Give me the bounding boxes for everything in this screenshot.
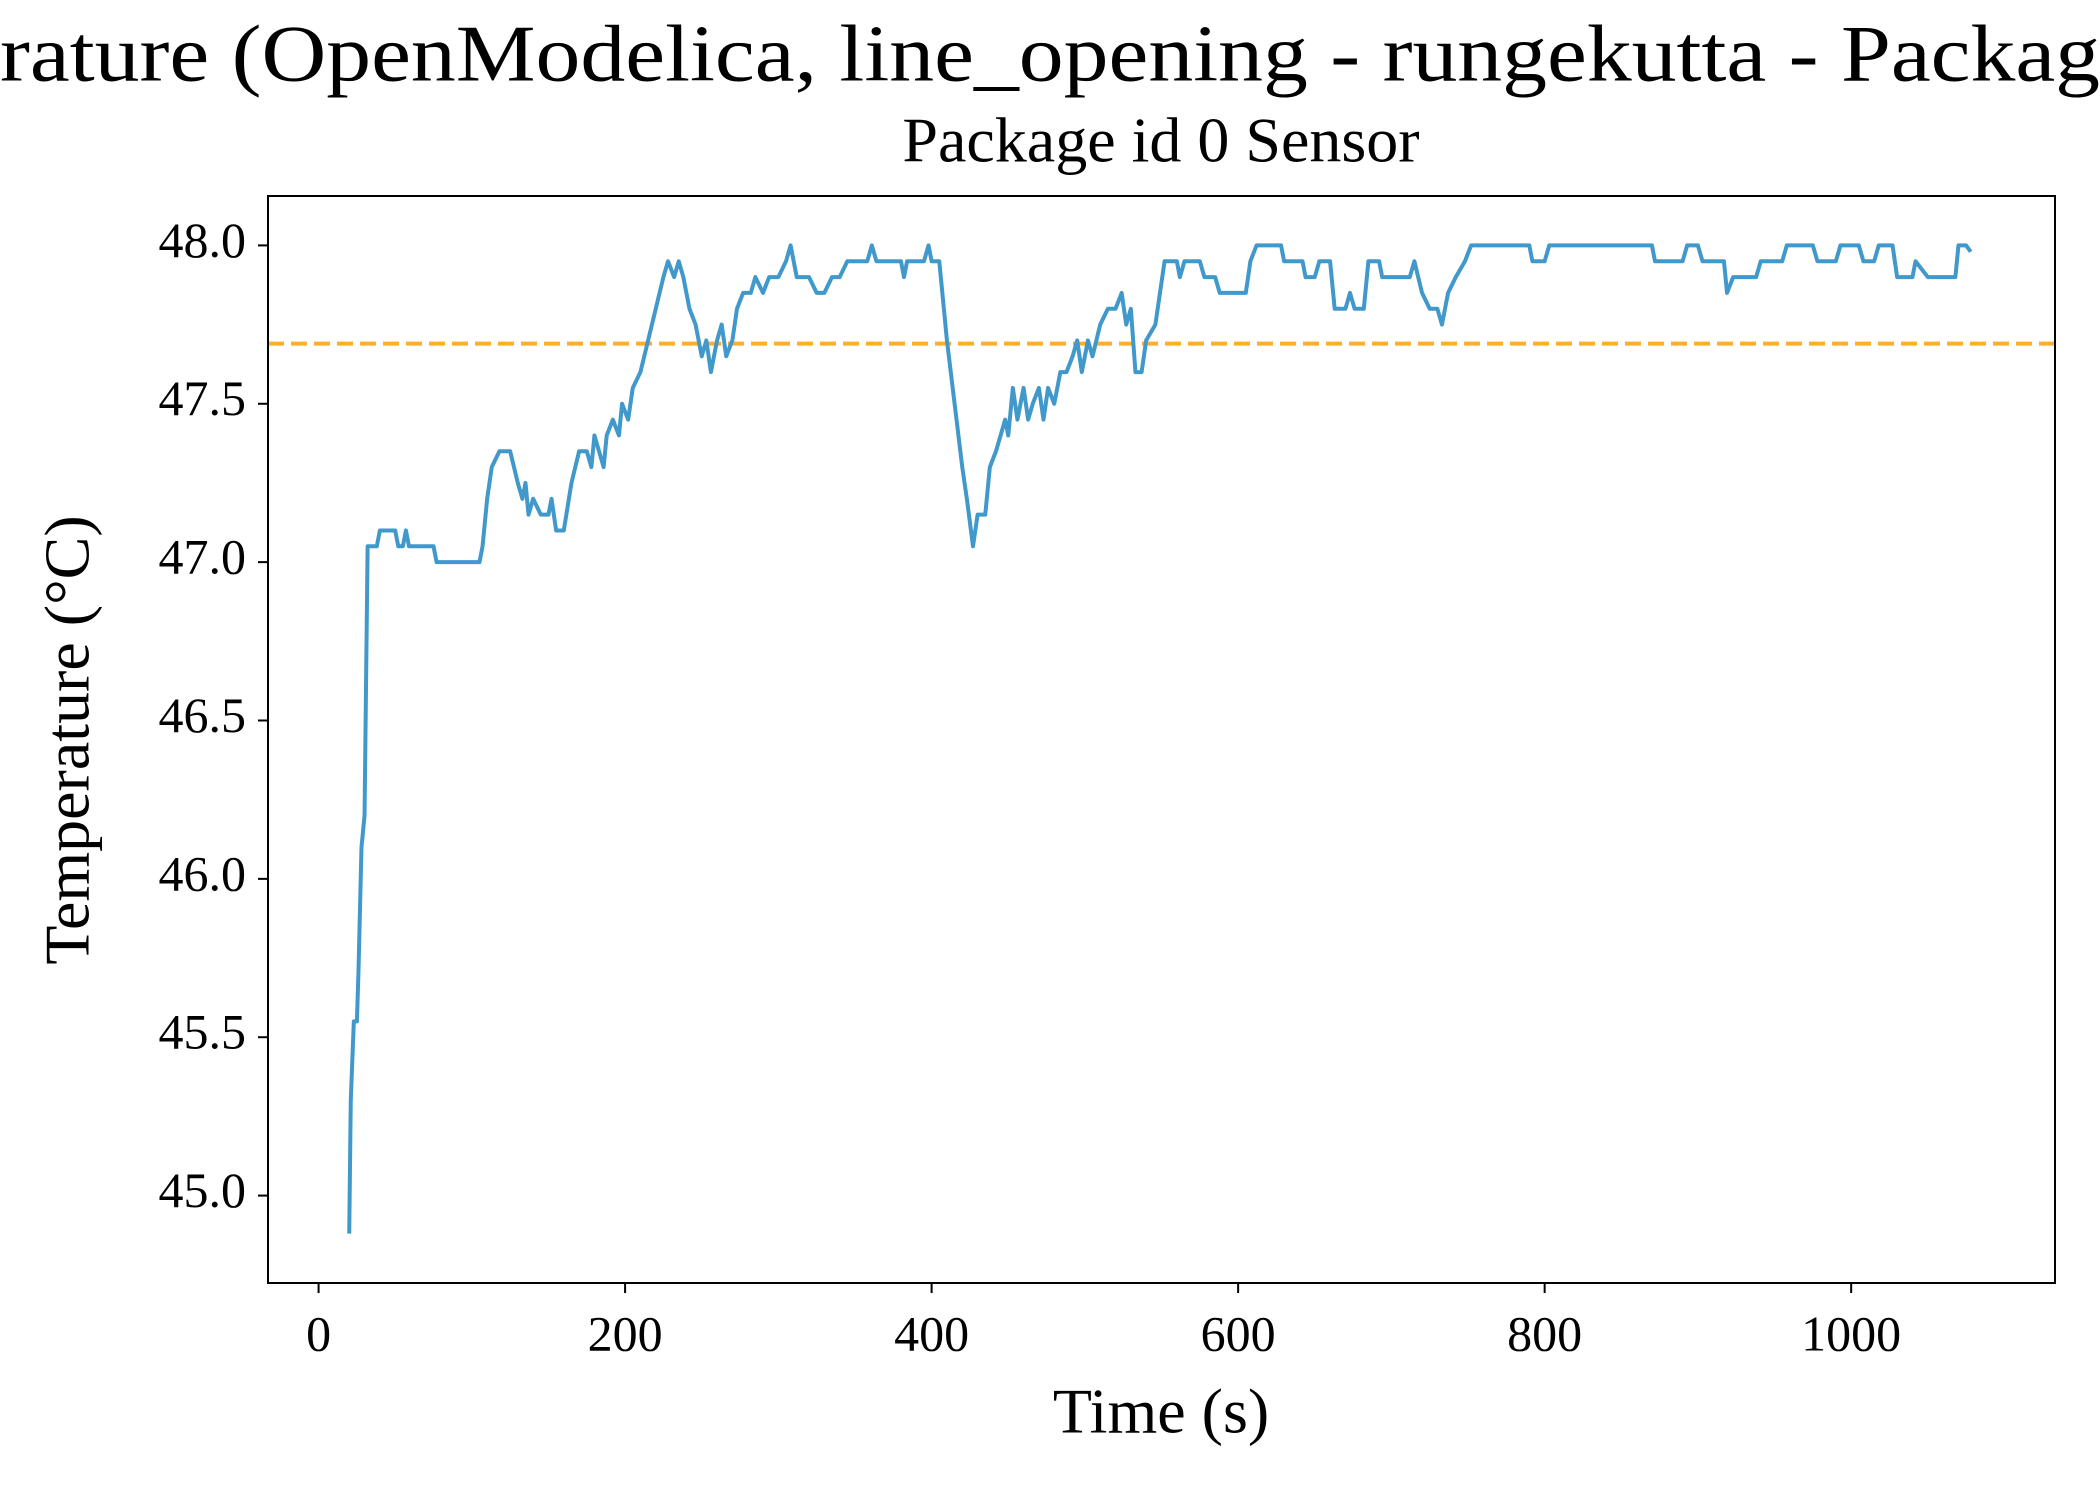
plot-frame (267, 195, 2056, 1284)
x-tick-label: 600 (1201, 1305, 1276, 1361)
x-tick-label: 1000 (1801, 1305, 1901, 1361)
y-tick-label: 45.0 (159, 1162, 247, 1218)
x-tick-label: 400 (894, 1305, 969, 1361)
y-tick-label: 47.0 (159, 529, 247, 585)
chart-subtitle: Package id 0 Sensor (902, 105, 1419, 176)
y-tick-label: 46.5 (159, 687, 247, 743)
x-tick-label: 800 (1507, 1305, 1582, 1361)
series-line (347, 243, 1973, 1234)
y-axis-label: Temperature (°C) (32, 515, 103, 964)
x-axis-label: Time (s) (1053, 1376, 1269, 1447)
chart-title: rature (OpenModelica, line_opening - run… (0, 10, 2100, 98)
x-tick-label: 200 (588, 1305, 663, 1361)
y-tick-label: 46.0 (159, 845, 247, 901)
y-tick-label: 48.0 (159, 212, 247, 268)
y-tick-label: 45.5 (159, 1004, 247, 1060)
y-tick-label: 47.5 (159, 370, 247, 426)
x-tick-label: 0 (306, 1305, 331, 1361)
